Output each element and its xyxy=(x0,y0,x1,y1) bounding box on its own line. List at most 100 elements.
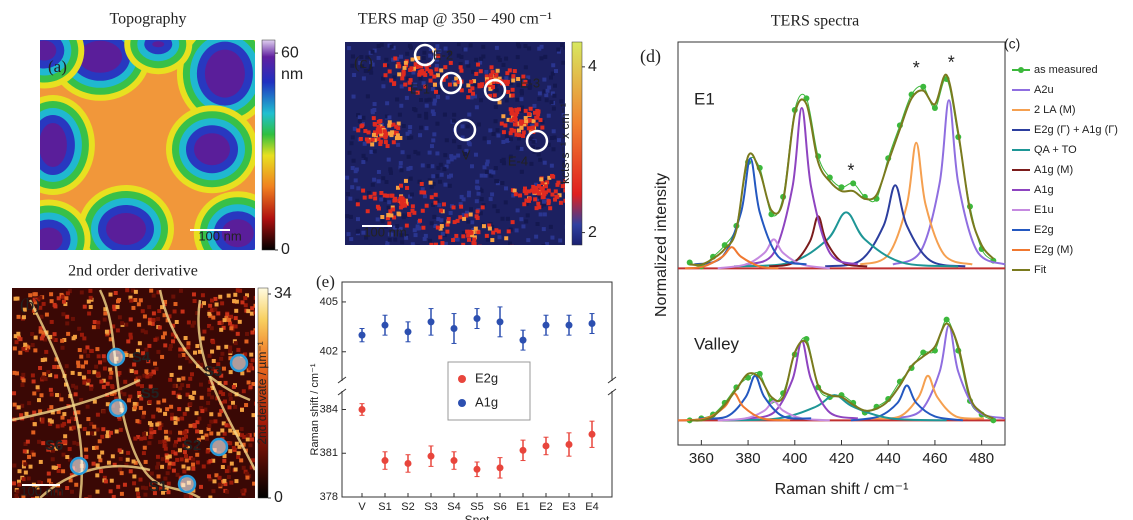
map-pixel xyxy=(492,204,497,209)
map-pixel xyxy=(495,128,500,133)
map-pixel xyxy=(438,162,443,167)
map-pixel xyxy=(469,164,474,169)
y-tick-label: 405 xyxy=(320,296,338,308)
map-pixel xyxy=(427,150,432,155)
map-pixel xyxy=(140,485,145,490)
map-pixel xyxy=(18,350,23,355)
map-pixel xyxy=(132,474,137,479)
map-pixel xyxy=(100,450,105,455)
map-pixel xyxy=(566,194,570,198)
map-pixel xyxy=(49,299,54,304)
x-tick-label: S6 xyxy=(493,501,506,513)
map-pixel xyxy=(372,138,377,143)
map-pixel xyxy=(491,85,496,90)
map-pixel xyxy=(465,229,470,234)
map-pixel xyxy=(456,153,461,158)
map-pixel xyxy=(76,360,81,365)
map-pixel xyxy=(402,65,407,70)
ridge xyxy=(39,464,151,498)
map-pixel xyxy=(436,165,441,170)
map-pixel xyxy=(12,391,17,396)
map-pixel xyxy=(433,242,438,245)
map-pixel xyxy=(491,230,496,235)
map-pixel xyxy=(77,424,82,429)
x-tick-label: 480 xyxy=(969,450,994,467)
map-pixel xyxy=(29,416,34,421)
map-pixel xyxy=(195,429,200,434)
map-pixel xyxy=(70,370,75,375)
map-pixel xyxy=(243,296,248,301)
map-pixel xyxy=(41,330,46,335)
map-pixel xyxy=(210,349,215,354)
map-pixel xyxy=(557,193,562,198)
spot-marker xyxy=(439,71,463,95)
map-pixel xyxy=(385,101,390,106)
map-pixel xyxy=(160,457,165,462)
map-pixel xyxy=(147,441,152,446)
map-pixel xyxy=(543,190,548,195)
map-pixel xyxy=(490,70,495,75)
map-pixel xyxy=(60,345,65,350)
map-pixel xyxy=(133,289,138,294)
map-pixel xyxy=(535,108,540,113)
map-pixel xyxy=(228,356,233,361)
map-pixel xyxy=(546,199,551,204)
map-pixel xyxy=(400,76,405,81)
map-pixel xyxy=(451,205,456,210)
map-pixel xyxy=(32,422,37,427)
map-pixel xyxy=(538,157,543,162)
map-pixel xyxy=(542,212,547,217)
map-pixel xyxy=(96,325,101,330)
map-pixel xyxy=(85,431,90,436)
map-pixel xyxy=(248,385,253,390)
map-pixel xyxy=(359,55,364,60)
map-pixel xyxy=(524,198,529,203)
map-pixel xyxy=(206,400,211,405)
map-pixel xyxy=(57,441,62,446)
map-pixel xyxy=(253,295,255,300)
map-pixel xyxy=(229,326,234,331)
map-pixel xyxy=(515,97,520,102)
data-point xyxy=(473,315,481,323)
map-pixel xyxy=(217,412,222,417)
map-pixel xyxy=(164,435,169,440)
map-pixel xyxy=(505,216,510,221)
map-pixel xyxy=(119,491,124,496)
map-pixel xyxy=(41,441,46,446)
map-pixel xyxy=(196,437,201,442)
map-pixel xyxy=(424,98,429,103)
map-pixel xyxy=(537,91,542,96)
map-pixel xyxy=(67,447,72,452)
map-pixel xyxy=(378,139,383,144)
map-pixel xyxy=(14,340,19,345)
map-pixel xyxy=(108,292,113,297)
map-pixel xyxy=(470,86,475,91)
map-pixel xyxy=(380,214,385,219)
map-pixel xyxy=(513,117,518,122)
map-pixel xyxy=(356,113,361,118)
map-pixel xyxy=(503,200,508,205)
map-pixel xyxy=(436,89,441,94)
data-point xyxy=(381,457,389,465)
map-pixel xyxy=(195,420,200,425)
map-pixel xyxy=(172,309,177,314)
data-point xyxy=(358,406,366,413)
map-pixel xyxy=(458,202,463,207)
map-pixel xyxy=(546,188,551,193)
map-pixel xyxy=(222,478,227,483)
map-pixel xyxy=(444,74,449,79)
map-pixel xyxy=(210,386,215,391)
map-pixel xyxy=(435,44,440,49)
map-pixel xyxy=(398,226,403,231)
map-pixel xyxy=(484,169,489,174)
map-pixel xyxy=(248,366,253,371)
map-pixel xyxy=(27,401,32,406)
map-pixel xyxy=(444,138,449,143)
y-tick-label: 378 xyxy=(320,491,338,503)
map-pixel xyxy=(353,169,358,174)
map-pixel xyxy=(361,115,366,120)
map-pixel xyxy=(348,196,353,201)
map-pixel xyxy=(399,168,404,173)
map-pixel xyxy=(124,462,129,467)
scale-bar-label: 100 nm xyxy=(198,228,241,243)
